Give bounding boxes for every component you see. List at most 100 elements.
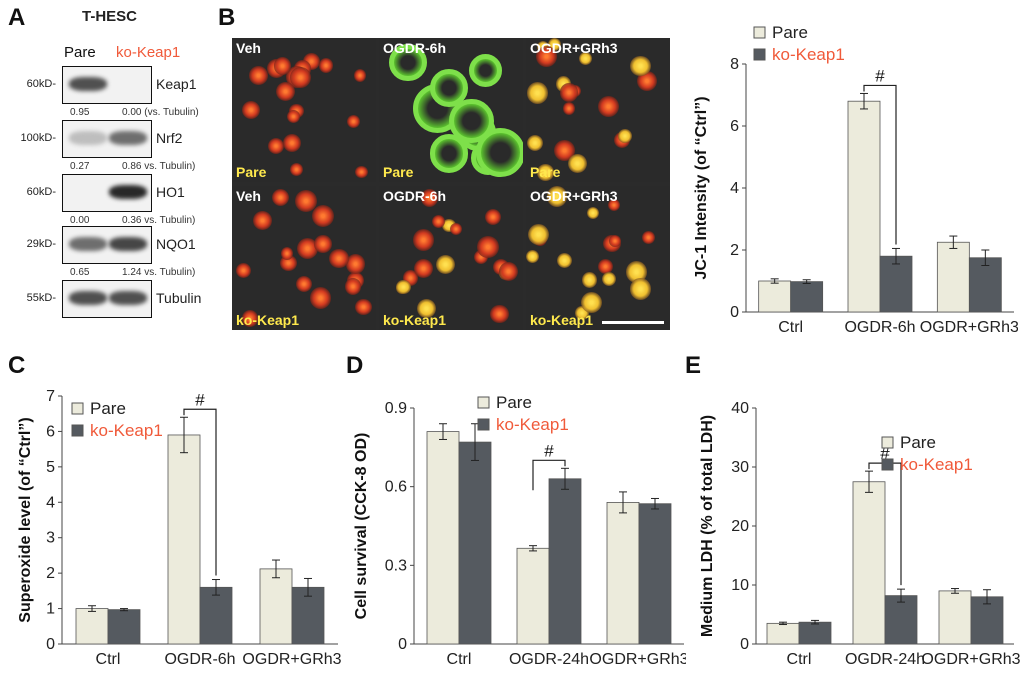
bar: [167, 434, 201, 645]
x-tick-label: OGDR+GRh3: [921, 651, 1020, 668]
band-signal: [109, 291, 147, 305]
protein-label: Nrf2: [156, 130, 183, 146]
cell-stain: [435, 254, 456, 275]
legend-label: ko-Keap1: [90, 421, 163, 440]
cell-stain: [420, 189, 439, 207]
chart-c-superoxide: 0 1 2 3 4 5 6 7 Superoxide level (of “Ctrl”) Ctrl…: [17, 388, 342, 668]
bar: [852, 481, 886, 645]
blot-strip: [62, 280, 152, 318]
band-signal: [69, 77, 107, 91]
cell-stain: [429, 68, 468, 107]
significance-bracket: [532, 459, 566, 491]
mw-marker: 55kD-: [26, 292, 56, 304]
panel-a-label: A: [8, 4, 26, 31]
bar: [638, 503, 672, 645]
x-tick-label: Ctrl: [447, 651, 472, 668]
cell-stain: [602, 271, 617, 286]
cell-stain: [389, 43, 428, 82]
cell-stain: [528, 224, 550, 246]
x-tick-label: Ctrl: [96, 651, 121, 668]
cell-stain: [526, 82, 549, 104]
micrograph-tile: OGDR+GRh3 ko-Keap1: [526, 186, 670, 330]
legend-label: ko-Keap1: [496, 415, 569, 434]
blot-strip: [62, 120, 152, 158]
cell-stain: [280, 247, 294, 260]
quant-ko: 0.86 vs. Tubulin): [122, 161, 196, 172]
cell-stain: [568, 153, 588, 174]
cell-stain: [286, 109, 301, 124]
cell-stain: [309, 287, 332, 310]
band-signal: [69, 237, 107, 251]
bar: [516, 547, 550, 645]
panel-b-label: B: [218, 4, 236, 31]
cell-stain: [241, 310, 259, 327]
band-signal: [109, 131, 147, 145]
group-overlay-label: ko-Keap1: [383, 312, 447, 328]
treatment-label: Veh: [236, 188, 261, 204]
y-tick-label: 4: [730, 180, 739, 197]
cell-stain: [344, 278, 361, 295]
y-tick-label: 0: [730, 304, 739, 321]
x-tick-label: OGDR+GRh3: [242, 651, 341, 668]
band-signal: [69, 131, 107, 145]
y-tick-label: 2: [46, 565, 55, 582]
group-label-pare: Pare: [64, 44, 96, 61]
legend-swatch: [881, 436, 894, 449]
band-signal: [69, 291, 107, 305]
cell-stain: [490, 305, 509, 324]
x-tick-label: OGDR-24h: [845, 651, 925, 668]
cell-stain: [355, 298, 372, 316]
mw-marker: 29kD-: [26, 238, 56, 250]
significance-mark: #: [195, 390, 205, 409]
bar: [259, 568, 293, 645]
y-tick-label: 0: [740, 636, 749, 653]
panel-d-label: D: [346, 352, 364, 379]
y-axis-label: Medium LDH (% of total LDH): [699, 415, 716, 637]
bar: [426, 431, 460, 645]
legend-label: Pare: [772, 23, 808, 42]
legend-swatch: [753, 48, 766, 61]
cell-stain: [296, 237, 318, 259]
cell-stain: [396, 280, 411, 295]
cell-stain: [319, 58, 334, 73]
cell-stain: [429, 134, 469, 174]
cell-stain: [477, 236, 499, 258]
cell-stain: [526, 249, 539, 263]
chart-b-jc1: 0 2 4 6 8 JC-1 Intensity (of “Ctrl”) Ctrl OGDR-…: [693, 23, 1018, 336]
protein-label: Tubulin: [156, 290, 202, 306]
cell-stain: [642, 231, 656, 245]
cell-stain: [353, 69, 367, 83]
mw-marker: 100kD-: [20, 132, 56, 144]
cell-stain: [249, 66, 268, 85]
legend-label: ko-Keap1: [772, 45, 845, 64]
cell-stain: [273, 57, 292, 75]
x-tick-label: Ctrl: [778, 319, 803, 336]
legend-swatch: [477, 396, 490, 409]
cell-stain: [546, 186, 568, 208]
legend-label: Pare: [90, 399, 126, 418]
micrograph-tile: Veh ko-Keap1: [232, 186, 376, 330]
significance-bracket: [863, 84, 897, 245]
y-tick-label: 0: [46, 636, 55, 653]
cell-stain: [527, 134, 544, 151]
mw-marker: 60kD-: [26, 186, 56, 198]
bar: [968, 257, 1002, 313]
cell-stain: [295, 275, 312, 292]
cell-stain: [289, 67, 311, 88]
y-axis-label: Superoxide level (of “Ctrl”): [17, 417, 34, 622]
y-axis-label: JC-1 Intensity (of “Ctrl”): [693, 96, 710, 279]
micrograph-tile: OGDR-6h ko-Keap1: [379, 186, 523, 330]
y-tick-label: 0.9: [385, 400, 407, 417]
bar: [75, 608, 109, 645]
bar: [758, 280, 792, 313]
cell-stain: [625, 261, 648, 283]
cell-stain: [468, 53, 502, 88]
y-tick-label: 0.3: [385, 557, 407, 574]
protein-label: NQO1: [156, 236, 196, 252]
y-tick-label: 6: [730, 118, 739, 135]
cell-stain: [536, 46, 557, 68]
scale-bar: [602, 321, 664, 324]
quant-pare: 0.27: [70, 161, 90, 172]
legend-swatch: [71, 402, 84, 415]
cell-stain: [537, 164, 554, 181]
